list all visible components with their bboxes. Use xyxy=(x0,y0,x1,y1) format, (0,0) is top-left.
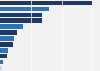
Bar xyxy=(0,48,8,53)
Bar xyxy=(0,18,42,23)
Bar xyxy=(0,66,2,70)
Bar xyxy=(0,54,7,58)
Bar xyxy=(0,24,23,29)
Bar xyxy=(0,42,13,47)
Bar xyxy=(0,36,14,41)
Bar xyxy=(0,13,42,17)
Bar xyxy=(0,60,3,64)
Bar xyxy=(0,1,92,5)
Bar xyxy=(0,7,49,11)
Bar xyxy=(0,30,17,35)
